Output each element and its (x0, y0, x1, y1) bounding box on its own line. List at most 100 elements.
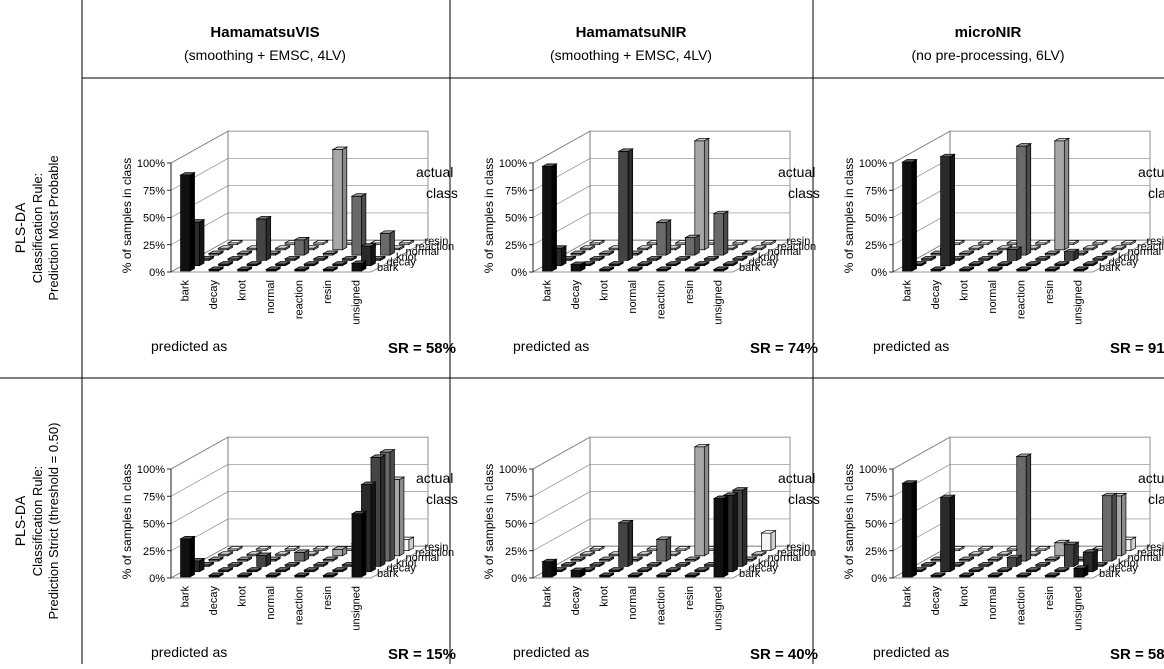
bar-front (295, 240, 305, 255)
y-tick-label: 25% (143, 546, 165, 558)
actual-class-title: actual (778, 164, 815, 180)
actual-class-label: resin (1147, 236, 1164, 248)
side-gridline (533, 519, 590, 551)
bar-side (704, 444, 709, 556)
bar-side (361, 511, 366, 577)
y-axis-title: % of samples in class (842, 158, 856, 273)
predicted-label: bark (901, 586, 913, 608)
y-tick-label: 100% (499, 158, 527, 170)
bar-reaction-reaction (695, 444, 709, 556)
predicted-label: resin (684, 586, 696, 610)
bar-front (295, 552, 305, 561)
bar-front (1055, 543, 1065, 556)
bar-normal-normal (1017, 144, 1031, 256)
column-title-2: microNIR (955, 24, 1022, 41)
y-axis-title: % of samples in class (482, 464, 496, 579)
row-label-0-line3: Prediction Most Probable (46, 155, 61, 300)
side-gridline (533, 213, 590, 245)
bar-front (1074, 568, 1084, 577)
x-axis-title: predicted as (873, 338, 949, 354)
bar-side (399, 477, 404, 556)
bar-bark-unsigned (1074, 566, 1088, 577)
bar-side (950, 154, 955, 266)
y-tick-label: 75% (865, 185, 887, 197)
bar-side (723, 496, 728, 577)
bar-side (666, 220, 671, 255)
bar-side (562, 246, 567, 266)
sr-label: SR = 58% (388, 340, 456, 357)
bar-front (1017, 456, 1027, 561)
y-tick-label: 75% (143, 185, 165, 197)
predicted-label: normal (987, 586, 999, 620)
side-gridline (171, 492, 228, 524)
predicted-label: normal (265, 586, 277, 620)
bar-front (571, 264, 581, 271)
predicted-label: resin (322, 586, 334, 610)
predicted-label: normal (627, 586, 639, 620)
bar-normal-reaction (685, 235, 699, 255)
bar-normal-unsigned (1102, 493, 1116, 561)
y-tick-label: 75% (505, 185, 527, 197)
predicted-label: resin (1044, 586, 1056, 610)
side-gridline (533, 186, 590, 218)
side-gridline (533, 158, 590, 190)
y-tick-label: 25% (505, 546, 527, 558)
column-subtitle-0: (smoothing + EMSC, 4LV) (184, 47, 346, 63)
bar-side (371, 482, 376, 572)
bar-side (912, 481, 917, 577)
predicted-label: knot (598, 586, 610, 607)
bar-side (380, 455, 385, 567)
bar-front (181, 175, 191, 271)
bar-front (714, 214, 724, 255)
side-gridline (893, 464, 950, 496)
y-tick-label: 50% (505, 519, 527, 531)
actual-class-label: resin (425, 542, 449, 554)
side-gridline (171, 186, 228, 218)
y-axis-title: % of samples in class (482, 158, 496, 273)
bar-knot-knot (619, 520, 633, 566)
bar-bark-bark (543, 559, 557, 577)
bar-front (352, 514, 362, 577)
predicted-label: normal (265, 280, 277, 314)
predicted-label: decay (208, 586, 220, 616)
y-tick-label: 75% (143, 491, 165, 503)
bar-front (941, 157, 951, 266)
bar-knot-resin (1064, 249, 1078, 260)
side-gridline (533, 492, 590, 524)
y-axis-title: % of samples in class (842, 464, 856, 579)
predicted-label: bark (179, 280, 191, 302)
predicted-label: knot (598, 280, 610, 301)
y-tick-label: 50% (865, 213, 887, 225)
predicted-label: reaction (294, 586, 306, 625)
bar-bark-decay (571, 568, 585, 577)
bar-front (1007, 250, 1017, 261)
actual-class-title-2: class (788, 185, 820, 201)
bar-side (1074, 542, 1079, 566)
bar-side (1112, 493, 1117, 561)
bar-front (941, 498, 951, 572)
bar-side (1026, 454, 1031, 561)
row-label-0-line2: Classification Rule: (30, 173, 45, 284)
y-tick-label: 50% (505, 213, 527, 225)
bar-reaction-reaction (333, 147, 347, 250)
bar-front (1064, 545, 1074, 567)
predicted-label: decay (570, 586, 582, 616)
y-tick-label: 0% (871, 267, 887, 279)
predicted-label: bark (541, 280, 553, 302)
bar-side (704, 138, 709, 250)
bar-side (390, 450, 395, 561)
predicted-label: normal (627, 280, 639, 314)
y-tick-label: 0% (149, 267, 165, 279)
bar-knot-normal (1007, 555, 1021, 566)
y-tick-label: 0% (511, 267, 527, 279)
bar-decay-decay (941, 495, 955, 572)
bar-side (742, 488, 747, 567)
sr-label: SR = 74% (750, 340, 818, 357)
bar-knot-knot (619, 149, 633, 261)
predicted-label: reaction (656, 586, 668, 625)
